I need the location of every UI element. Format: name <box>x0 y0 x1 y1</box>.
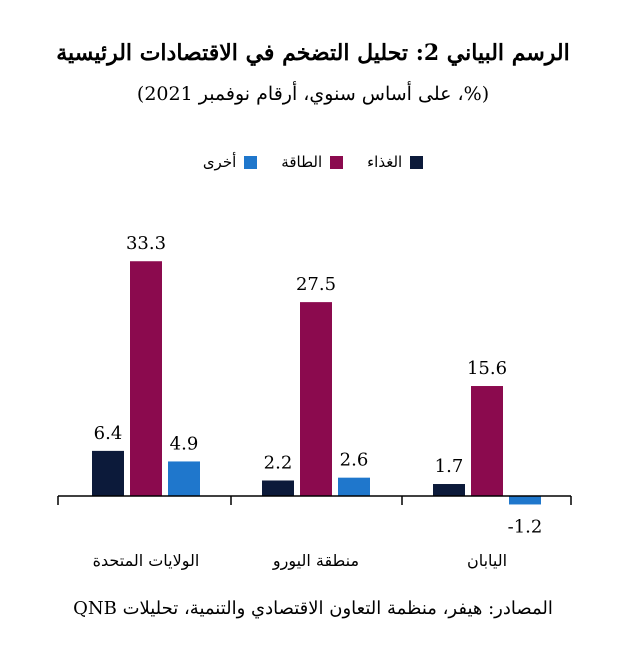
legend-swatch-energy <box>330 155 344 169</box>
bar-other-2 <box>509 496 541 505</box>
chart-title: الرسم البياني 2: تحليل التضخم في الاقتصا… <box>56 40 570 66</box>
bar-food-1 <box>262 480 294 496</box>
legend-label-energy: الطاقة <box>281 153 323 171</box>
data-label-other-0: 4.9 <box>170 433 199 454</box>
category-label-0: الولايات المتحدة <box>93 551 200 571</box>
legend-item-food: الغذاء <box>367 153 424 171</box>
data-label-other-2: -1.2 <box>508 516 543 537</box>
bar-energy-1 <box>300 302 332 496</box>
data-label-food-1: 2.2 <box>264 452 293 473</box>
bar-other-0 <box>168 461 200 496</box>
legend-label-other: أخرى <box>202 153 237 171</box>
category-label-1: منطقة اليورو <box>272 551 359 571</box>
data-label-food-0: 6.4 <box>94 423 123 444</box>
legend-swatch-food <box>410 155 424 169</box>
category-label-2: اليابان <box>467 551 507 570</box>
data-label-energy-2: 15.6 <box>467 358 507 379</box>
data-label-food-2: 1.7 <box>435 456 464 477</box>
bar-other-1 <box>338 477 370 496</box>
legend: الغذاء الطاقة أخرى <box>0 153 626 171</box>
bar-food-0 <box>92 450 124 496</box>
chart-subtitle: (%، على أساس سنوي، أرقام نوفمبر 2021) <box>136 83 490 105</box>
bar-energy-2 <box>471 386 503 496</box>
source-note: المصادر: هيفر، منظمة التعاون الاقتصادي و… <box>73 598 553 619</box>
legend-swatch-other <box>244 155 258 169</box>
data-label-other-1: 2.6 <box>340 450 369 471</box>
bar-food-2 <box>433 484 465 496</box>
legend-label-food: الغذاء <box>367 153 403 171</box>
bar-energy-0 <box>130 261 162 496</box>
legend-item-other: أخرى <box>202 153 258 171</box>
legend-item-energy: الطاقة <box>281 153 344 171</box>
data-label-energy-1: 27.5 <box>296 274 336 295</box>
data-label-energy-0: 33.3 <box>126 233 166 254</box>
